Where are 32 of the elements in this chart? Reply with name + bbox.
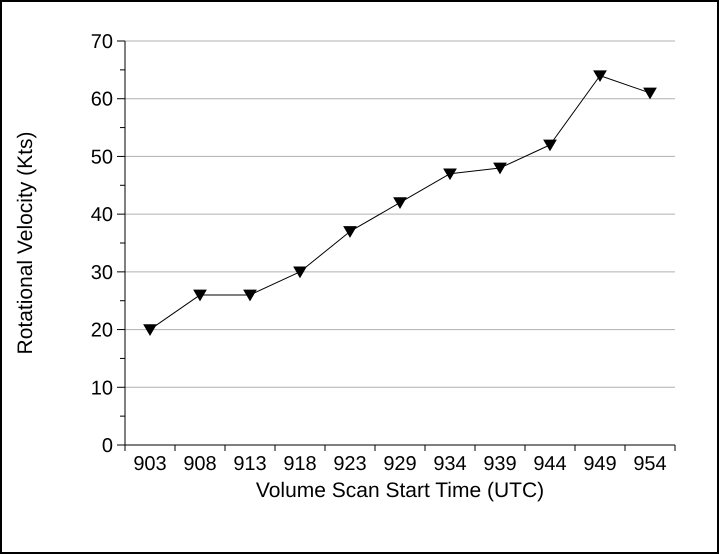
y-tick-label: 70 (90, 31, 113, 53)
y-tick-label: 30 (90, 262, 113, 284)
x-axis-title: Volume Scan Start Time (UTC) (256, 479, 544, 502)
point (144, 324, 156, 336)
y-tick-label: 10 (90, 377, 113, 400)
x-tick-label: 934 (433, 453, 467, 475)
x-tick-label: 903 (133, 453, 167, 475)
point (344, 226, 356, 238)
point (644, 88, 656, 99)
point (194, 290, 206, 301)
x-tick-label: 944 (533, 453, 567, 475)
y-axis-title: Rotational Velocity (Kts) (14, 132, 37, 354)
x-tick-label: 929 (383, 453, 417, 475)
x-tick-label: 923 (333, 453, 367, 475)
point (294, 266, 306, 278)
x-tick-label: 939 (483, 453, 517, 475)
point (544, 140, 556, 151)
x-tick-label: 913 (233, 453, 267, 475)
point (494, 162, 506, 174)
y-tick-label: 20 (90, 320, 113, 342)
x-tick-label: 949 (583, 453, 617, 475)
y-tick-label: 50 (90, 146, 113, 168)
point (244, 290, 256, 301)
point (394, 197, 406, 208)
y-tick-label: 60 (90, 88, 113, 111)
x-tick-label: 918 (283, 453, 317, 475)
y-tick-label: 40 (90, 204, 113, 226)
point (444, 168, 456, 180)
point (594, 70, 606, 82)
y-tick-label: 0 (102, 435, 113, 457)
x-tick-label: 954 (633, 453, 667, 475)
x-tick-label: 908 (183, 453, 217, 475)
